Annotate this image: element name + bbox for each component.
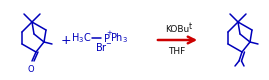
Text: KOBu: KOBu (165, 24, 189, 34)
Text: O: O (28, 65, 34, 74)
Text: $\mathregular{H_3C}$: $\mathregular{H_3C}$ (71, 31, 91, 45)
Text: $\mathregular{Br^{-}}$: $\mathregular{Br^{-}}$ (95, 41, 113, 53)
Text: +: + (106, 30, 112, 36)
Text: $\mathregular{P}$: $\mathregular{P}$ (103, 32, 111, 44)
Text: t: t (189, 22, 192, 30)
Text: THF: THF (168, 46, 186, 56)
Text: +: + (61, 34, 71, 46)
Text: $\mathregular{Ph_3}$: $\mathregular{Ph_3}$ (110, 31, 128, 45)
